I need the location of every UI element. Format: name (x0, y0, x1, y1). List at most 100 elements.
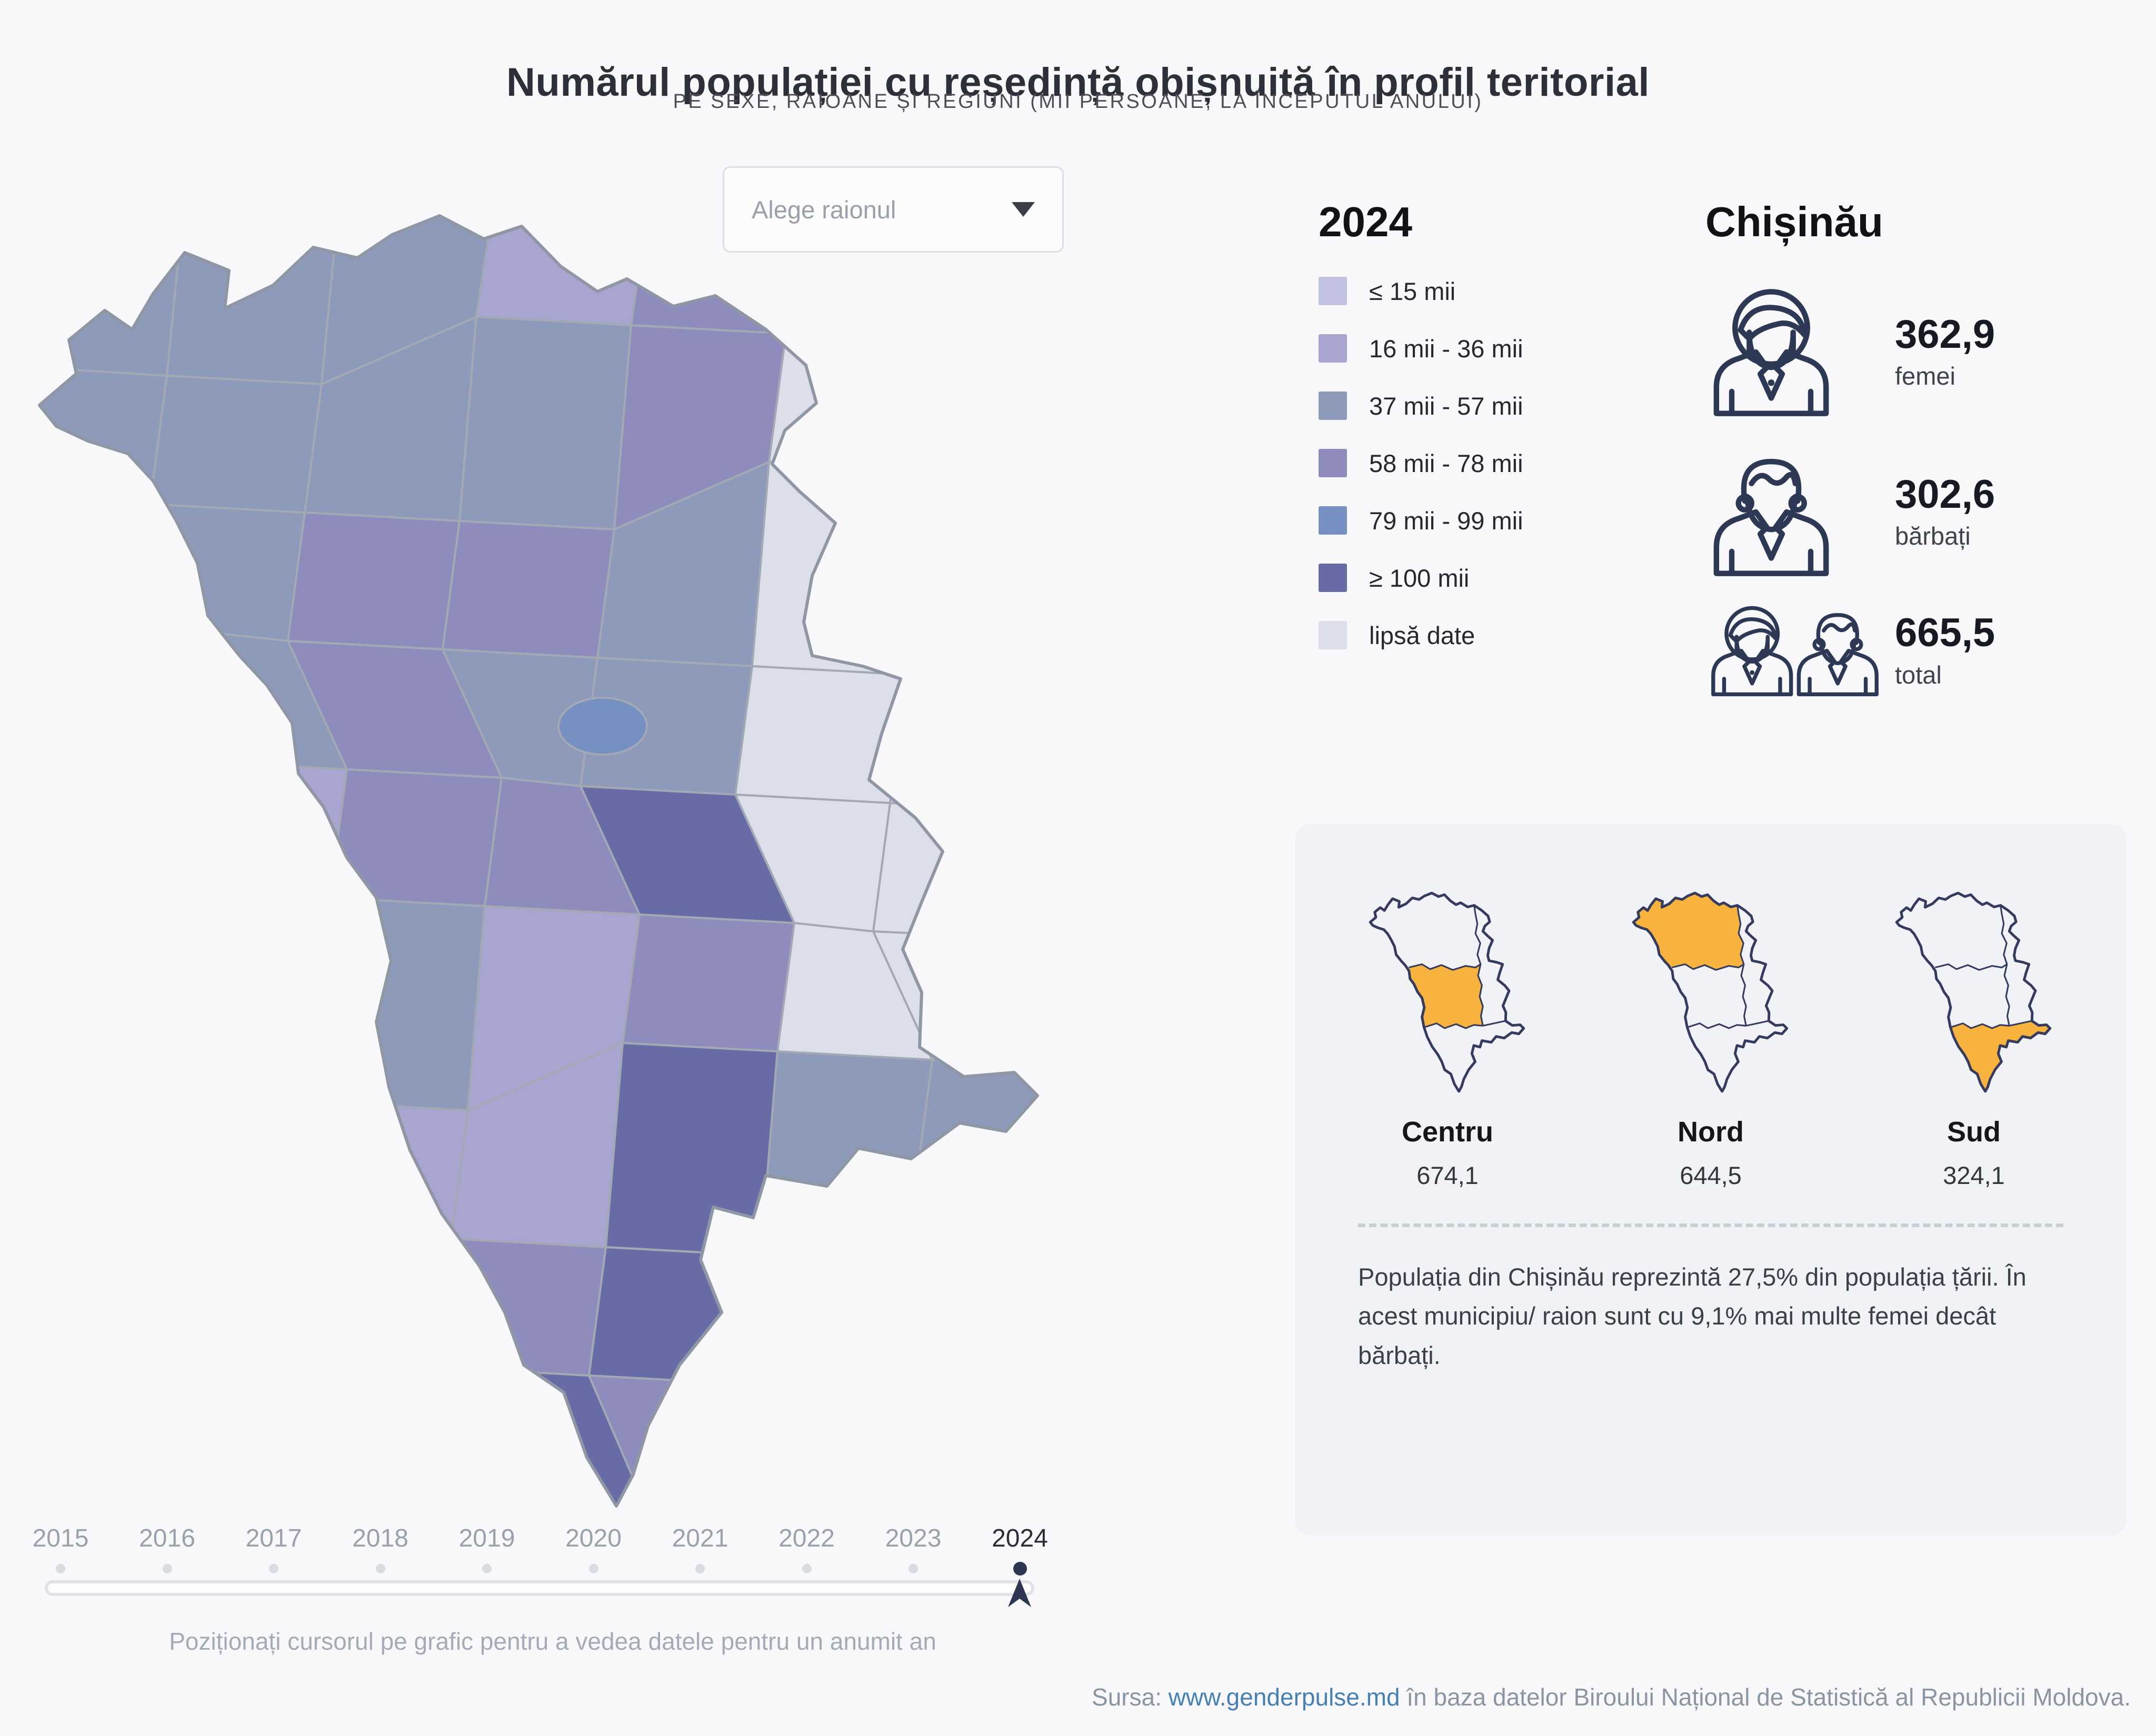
map-district[interactable] (442, 520, 615, 659)
map-district-balti[interactable] (557, 697, 648, 756)
legend-item: ≤ 15 mii (1319, 277, 1523, 305)
map-district[interactable] (897, 1187, 1053, 1402)
map-district[interactable] (149, 375, 323, 514)
region-value: 644,5 (1680, 1161, 1742, 1189)
map-district[interactable] (29, 1341, 202, 1510)
map-district[interactable] (295, 1101, 469, 1240)
map-district[interactable] (588, 1246, 762, 1385)
regions-panel: Centru 674,1 Nord 644,5 Sud 324,1 Populația d… (1295, 824, 2127, 1536)
year-tick-2017[interactable]: 2017 (245, 1524, 302, 1552)
map-legend: 2024 ≤ 15 mii 16 mii - 36 mii 37 mii - 57 … (1319, 198, 1523, 678)
map-district[interactable] (337, 1358, 494, 1510)
map-district[interactable] (29, 956, 176, 1095)
region-card-nord: Nord 644,5 (1600, 891, 1821, 1190)
map-district[interactable] (149, 503, 306, 642)
legend-swatch (1319, 392, 1347, 420)
selected-area-panel: Chișinău 362,9 femei 302,6 bărbați 665,5 tota… (1705, 198, 2142, 697)
map-district[interactable] (630, 205, 787, 335)
legend-item: lipsă date (1319, 621, 1523, 649)
year-dot-2018[interactable] (375, 1564, 385, 1573)
legend-item: 58 mii - 78 mii (1319, 449, 1523, 477)
map-district[interactable] (174, 760, 348, 966)
stat-row-femei: 362,9 femei (1705, 286, 1995, 418)
stat-label: bărbați (1895, 522, 1971, 550)
map-district[interactable] (906, 469, 1053, 676)
region-value: 324,1 (1943, 1161, 2005, 1189)
stat-row-bărbați: 302,6 bărbați (1705, 446, 1995, 578)
year-tick-2023[interactable]: 2023 (885, 1524, 942, 1552)
map-district[interactable] (605, 1042, 778, 1257)
year-dot-2017[interactable] (269, 1564, 278, 1573)
map-district[interactable] (872, 802, 1053, 941)
map-district[interactable] (29, 751, 193, 966)
legend-label: 79 mii - 99 mii (1369, 506, 1523, 535)
year-dot-2016[interactable] (162, 1564, 172, 1573)
map-district[interactable] (29, 1084, 159, 1223)
map-district[interactable] (141, 1092, 314, 1231)
region-name: Centru (1402, 1116, 1493, 1148)
year-dot-2019[interactable] (482, 1564, 492, 1573)
map-district[interactable] (295, 1229, 452, 1368)
source-link[interactable]: www.genderpulse.md (1168, 1683, 1400, 1711)
map-district[interactable] (751, 461, 925, 676)
chevron-down-icon (1012, 202, 1035, 217)
year-tick-2018[interactable]: 2018 (352, 1524, 408, 1552)
year-tick-2022[interactable]: 2022 (778, 1524, 835, 1552)
map-district[interactable] (141, 1221, 356, 1360)
country-outline (38, 214, 1039, 1508)
year-tick-2021[interactable]: 2021 (672, 1524, 728, 1552)
slider-marker[interactable] (1004, 1578, 1035, 1610)
map-district[interactable] (329, 768, 503, 907)
map-district[interactable] (29, 623, 210, 762)
year-tick-2015[interactable]: 2015 (32, 1524, 89, 1552)
year-tick-2016[interactable]: 2016 (139, 1524, 195, 1552)
stat-row-total: 665,5 total (1705, 604, 1995, 697)
legend-swatch (1319, 449, 1347, 477)
year-dot-2021[interactable] (695, 1564, 705, 1573)
map-district[interactable] (743, 1187, 916, 1393)
map-district[interactable] (312, 897, 486, 1111)
map-district[interactable] (29, 1212, 202, 1351)
source-line: Sursa: www.genderpulse.md în baza datelo… (1092, 1683, 2131, 1711)
map-district[interactable] (881, 205, 1053, 352)
year-dot-2024[interactable] (1013, 1562, 1027, 1576)
dropdown-placeholder: Alege raionul (752, 195, 896, 224)
map-district[interactable] (475, 205, 649, 326)
slider-hint: Poziționați cursorul pe grafic pentru a … (169, 1628, 936, 1655)
map-district[interactable] (726, 1383, 900, 1510)
legend-swatch (1319, 621, 1347, 649)
map-district[interactable] (923, 341, 1053, 480)
stat-value: 665,5 (1895, 610, 1995, 656)
map-district[interactable] (183, 1349, 356, 1510)
source-prefix: Sursa: (1092, 1683, 1162, 1711)
year-tick-2020[interactable]: 2020 (565, 1524, 622, 1552)
map-district[interactable] (726, 205, 942, 343)
slider-track[interactable] (45, 1580, 1034, 1596)
raion-dropdown[interactable]: Alege raionul (723, 166, 1064, 253)
legend-label: 37 mii - 57 mii (1369, 392, 1523, 420)
legend-swatch (1319, 506, 1347, 535)
year-dot-2023[interactable] (909, 1564, 918, 1573)
legend-item: 79 mii - 99 mii (1319, 506, 1523, 535)
region-name: Nord (1678, 1116, 1744, 1148)
map-district[interactable] (881, 1391, 1053, 1510)
year-tick-2024[interactable]: 2024 (992, 1524, 1048, 1552)
map-district[interactable] (29, 366, 168, 505)
map-district[interactable] (29, 205, 185, 377)
map-district[interactable] (622, 914, 795, 1052)
year-dot-2022[interactable] (802, 1564, 812, 1573)
map-district[interactable] (760, 1050, 933, 1257)
map-district[interactable] (287, 511, 461, 650)
region-card-centru: Centru 674,1 (1337, 891, 1558, 1190)
year-dot-2020[interactable] (588, 1564, 598, 1573)
year-dot-2015[interactable] (56, 1564, 65, 1573)
male-icon (1713, 458, 1829, 576)
mini-map-centru (1369, 891, 1525, 1092)
stat-label: total (1895, 661, 1942, 689)
year-tick-2019[interactable]: 2019 (458, 1524, 515, 1552)
choropleth-map (29, 205, 1053, 1510)
map-district[interactable] (458, 316, 632, 530)
map-district[interactable] (889, 606, 1053, 812)
map-district[interactable] (157, 897, 331, 1103)
region-card-sud: Sud 324,1 (1863, 891, 2084, 1190)
